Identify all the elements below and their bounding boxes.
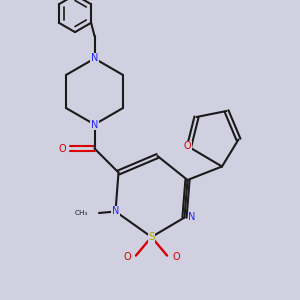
Text: O: O bbox=[172, 252, 180, 262]
Text: CH₃: CH₃ bbox=[74, 210, 88, 216]
Text: O: O bbox=[184, 141, 191, 152]
Text: N: N bbox=[91, 119, 98, 130]
Text: O: O bbox=[123, 252, 131, 262]
Text: O: O bbox=[58, 143, 66, 154]
Text: N: N bbox=[188, 212, 196, 223]
Text: S: S bbox=[148, 232, 155, 242]
Text: N: N bbox=[91, 53, 98, 64]
Text: N: N bbox=[112, 206, 119, 217]
